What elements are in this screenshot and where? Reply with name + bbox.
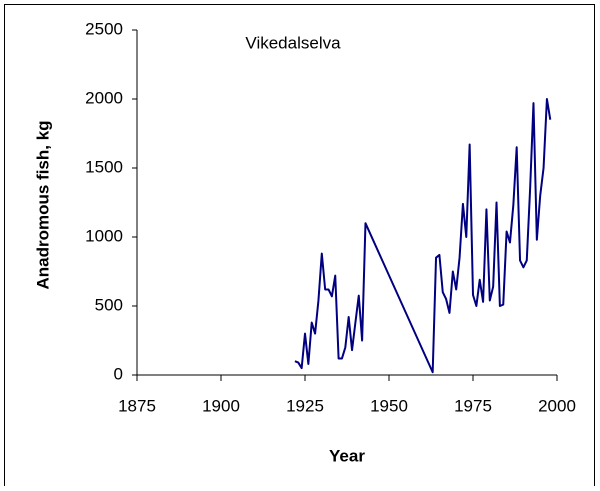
x-axis-label: Year bbox=[329, 446, 365, 465]
chart-title: Vikedalselva bbox=[245, 33, 341, 52]
y-tick-label: 1000 bbox=[85, 226, 123, 245]
x-tick-label: 2000 bbox=[538, 396, 576, 415]
x-tick-label: 1925 bbox=[286, 396, 324, 415]
x-tick-label: 1950 bbox=[370, 396, 408, 415]
y-tick-label: 1500 bbox=[85, 157, 123, 176]
data-line bbox=[294, 98, 552, 374]
y-tick-label: 2000 bbox=[85, 88, 123, 107]
chart-border bbox=[4, 4, 595, 491]
x-tick-label: 1900 bbox=[202, 396, 240, 415]
y-axis-label: Anadromous fish, kg bbox=[33, 120, 52, 289]
y-tick-label: 500 bbox=[95, 295, 123, 314]
x-tick-label: 1975 bbox=[454, 396, 492, 415]
y-tick-label: 0 bbox=[114, 364, 123, 383]
x-tick-label: 1875 bbox=[118, 396, 156, 415]
y-tick-label: 2500 bbox=[85, 19, 123, 38]
